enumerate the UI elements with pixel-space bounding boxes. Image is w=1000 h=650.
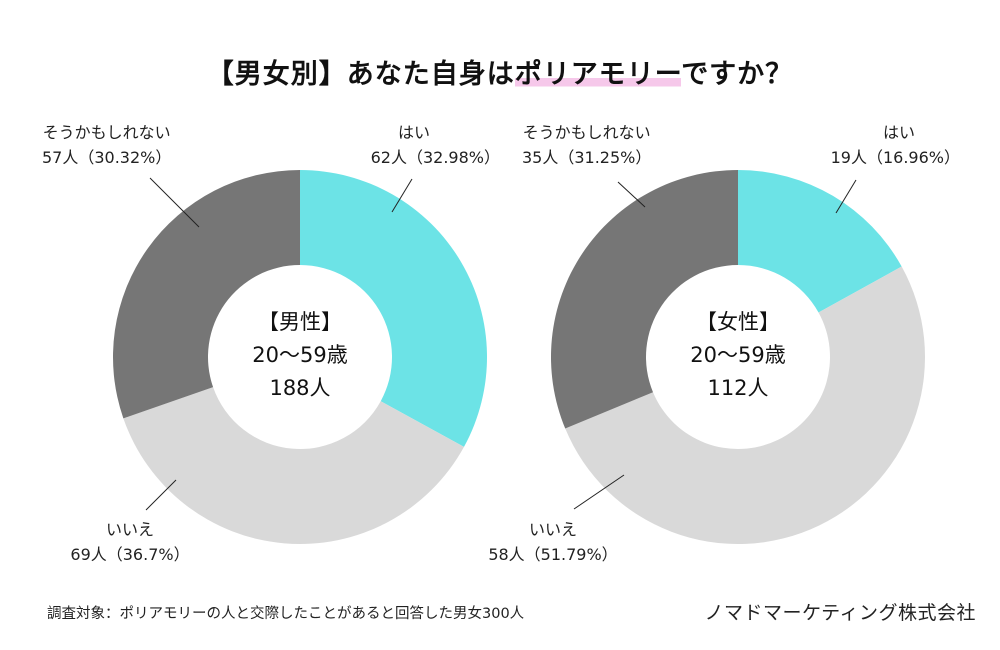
donut-female xyxy=(551,170,925,544)
label-female-maybe-name: そうかもしれない xyxy=(522,123,651,142)
survey-note: 調査対象：ポリアモリーの人と交際したことがあると回答した男女300人 xyxy=(47,606,525,622)
label-female-yes-value: 19人（16.96%） xyxy=(830,148,960,167)
label-male-no-name: いいえ xyxy=(105,520,154,539)
company-name: ノマドマーケティング株式会社 xyxy=(704,602,976,624)
center-male-age: 20〜59歳 xyxy=(252,343,348,367)
center-female-group: 【女性】 xyxy=(696,310,780,334)
slice-female-no xyxy=(565,266,925,544)
leader-line-female-no xyxy=(573,474,625,510)
label-female-yes-name: はい xyxy=(882,123,915,142)
chart-title: 【男女別】あなた自身はポリアモリーですか？ xyxy=(0,52,1000,91)
label-female-no-value: 58人（51.79%） xyxy=(488,545,618,564)
slice-male-no xyxy=(123,387,464,545)
center-female-total: 112人 xyxy=(707,376,769,400)
label-female-maybe: そうかもしれない 35人（31.25%） xyxy=(522,120,651,170)
center-male-total: 188人 xyxy=(269,376,331,400)
label-female-no-name: いいえ xyxy=(528,520,577,539)
label-male-no: いいえ 69人（36.7%） xyxy=(60,517,200,567)
slice-male-maybe xyxy=(112,170,301,419)
leader-line-male-no xyxy=(145,479,177,511)
center-label-male: 【男性】 20〜59歳 188人 xyxy=(210,306,390,405)
label-male-yes-value: 62人（32.98%） xyxy=(370,148,500,167)
leader-line-female-maybe xyxy=(617,181,646,208)
donut-male xyxy=(112,170,487,545)
leader-line-male-yes xyxy=(391,178,413,213)
label-female-no: いいえ 58人（51.79%） xyxy=(478,517,628,567)
title-prefix: 【男女別】あなた自身は xyxy=(206,59,515,90)
center-label-female: 【女性】 20〜59歳 112人 xyxy=(648,306,828,405)
label-male-yes: はい 62人（32.98%） xyxy=(330,120,500,170)
leader-line-male-maybe xyxy=(149,177,200,228)
label-male-no-value: 69人（36.7%） xyxy=(70,545,190,564)
title-suffix: ですか？ xyxy=(681,59,794,90)
center-female-age: 20〜59歳 xyxy=(690,343,786,367)
label-male-yes-name: はい xyxy=(397,123,430,142)
label-male-maybe-value: 57人（30.32%） xyxy=(42,148,172,167)
center-male-group: 【男性】 xyxy=(258,310,342,334)
title-highlight: ポリアモリー xyxy=(514,59,682,90)
label-male-maybe: そうかもしれない 57人（30.32%） xyxy=(42,120,171,170)
slice-female-yes xyxy=(738,170,902,313)
slice-male-yes xyxy=(300,170,487,447)
label-female-yes: はい 19人（16.96%） xyxy=(790,120,960,170)
label-female-maybe-value: 35人（31.25%） xyxy=(522,148,652,167)
leader-line-female-yes xyxy=(835,179,857,214)
slice-female-maybe xyxy=(551,170,738,429)
label-male-maybe-name: そうかもしれない xyxy=(42,123,171,142)
